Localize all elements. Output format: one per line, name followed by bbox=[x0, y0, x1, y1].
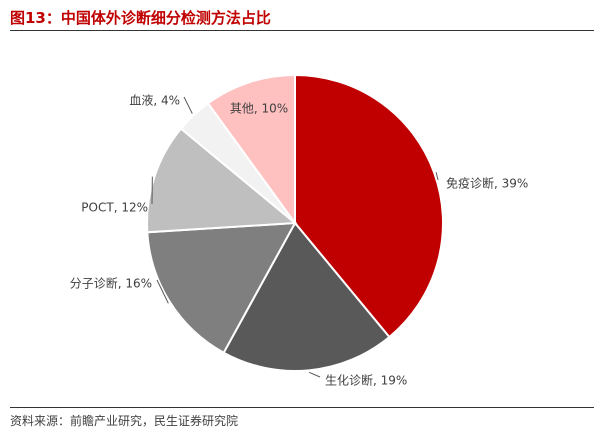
figure-header: 图13：中国体外诊断细分检测方法占比 bbox=[10, 0, 594, 31]
figure-source: 资料来源：前瞻产业研究，民生证券研究院 bbox=[10, 414, 239, 428]
pie-slice-3 bbox=[146, 221, 297, 355]
leader-line-1 bbox=[435, 172, 439, 181]
slice-label-5: 血液, 4% bbox=[129, 93, 180, 108]
slice-label-4: POCT, 12% bbox=[81, 201, 148, 215]
pie-slice-4 bbox=[146, 127, 298, 234]
leader-line-2 bbox=[308, 371, 321, 378]
pie-slice-2 bbox=[222, 221, 391, 372]
slice-label-1: 免疫诊断, 39% bbox=[446, 176, 528, 191]
pie-labels: 免疫诊断, 39% 生化诊断, 19% 分子诊断, 16% POCT, 12% 血液, … bbox=[70, 93, 529, 388]
pie-slice-6 bbox=[206, 73, 296, 227]
pie-chart-area: 免疫诊断, 39% 生化诊断, 19% 分子诊断, 16% POCT, 12% 血液, … bbox=[0, 30, 604, 400]
pie-slice-1 bbox=[294, 73, 444, 339]
pie-slices bbox=[146, 73, 444, 372]
figure-footer: 资料来源：前瞻产业研究，民生证券研究院 bbox=[10, 407, 594, 428]
slice-label-3: 分子诊断, 16% bbox=[70, 276, 152, 291]
figure-title: 图13：中国体外诊断细分检测方法占比 bbox=[10, 9, 271, 27]
leader-line-5 bbox=[183, 96, 193, 114]
leader-line-3 bbox=[156, 279, 169, 304]
slice-label-2: 生化诊断, 19% bbox=[325, 373, 407, 388]
pie-chart: 免疫诊断, 39% 生化诊断, 19% 分子诊断, 16% POCT, 12% 血液, … bbox=[70, 73, 529, 388]
slice-label-6: 其他, 10% bbox=[230, 102, 288, 116]
